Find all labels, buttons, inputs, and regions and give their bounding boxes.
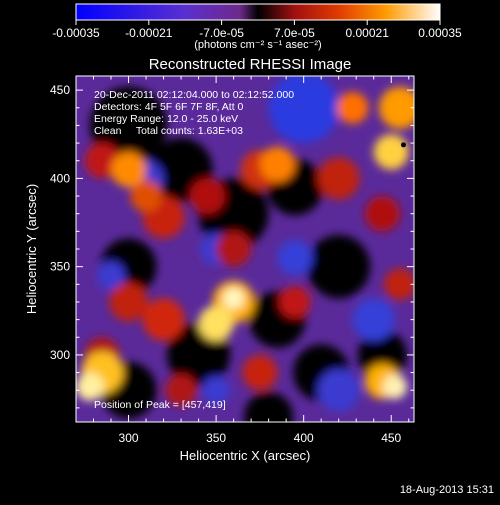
colorbar-tick-label: 0.00035: [418, 26, 462, 40]
axis-ticks: 300 350 400 450 300 350 400 450: [50, 76, 414, 445]
colorbar-tick-label: -0.00021: [125, 26, 173, 40]
colorbar-tick-label: 7.0e-05: [274, 26, 315, 40]
intensity-blob: [97, 261, 126, 290]
intensity-blob: [165, 374, 197, 407]
x-tick-label: 300: [119, 431, 139, 445]
intensity-blob: [373, 134, 409, 170]
peak-position-label: Position of Peak = [457,419]: [94, 399, 226, 411]
intensity-blob: [76, 372, 105, 401]
intensity-blob: [384, 268, 414, 301]
intensity-blob: [223, 287, 245, 310]
intensity-blob: [357, 330, 407, 380]
intensity-blob: [84, 143, 120, 179]
chart-title: Reconstructed RHESSI Image: [149, 56, 352, 73]
annotation-energy-range: Energy Range: 12.0 - 25.0 keV: [94, 113, 238, 125]
intensity-blob: [352, 298, 395, 341]
y-tick-label: 450: [50, 83, 70, 97]
intensity-blob: [111, 151, 147, 188]
y-tick-label: 400: [50, 171, 70, 185]
colorbar-tick-label: 0.00021: [346, 26, 390, 40]
annotation-time-range: 20-Dec-2011 02:12:04.000 to 02:12:52.000: [94, 89, 294, 101]
y-axis-label: Heliocentric Y (arcsec): [24, 184, 39, 314]
annotation-detectors: Detectors: 4F 5F 6F 7F 8F, Att 0: [94, 101, 244, 113]
intensity-blob: [279, 286, 311, 318]
intensity-blob: [198, 305, 234, 341]
intensity-blob: [317, 157, 360, 200]
intensity-blob: [336, 91, 369, 124]
intensity-blob: [242, 354, 278, 391]
intensity-blob: [317, 369, 360, 412]
intensity-blob: [109, 282, 148, 322]
colorbar-ticks: -0.00035 -0.00021 -7.0e-05 7.0e-05 0.00021 0.…: [52, 20, 462, 40]
intensity-blob: [378, 86, 414, 129]
colorbar-tick-label: -0.00035: [52, 26, 100, 40]
x-axis-label: Heliocentric X (arcsec): [180, 448, 311, 463]
intensity-blob: [382, 374, 407, 400]
intensity-blob: [268, 76, 339, 144]
intensity-blob: [364, 196, 400, 232]
colorbar-label: (photons cm⁻² s⁻¹ asec⁻²): [194, 39, 321, 51]
intensity-blob: [259, 146, 295, 182]
footer-date: 18-Aug-2013 15:31: [399, 484, 494, 496]
intensity-blob: [189, 178, 225, 214]
x-tick-label: 400: [294, 431, 314, 445]
intensity-blob: [216, 231, 252, 267]
colorbar: [75, 3, 441, 21]
intensity-blob: [244, 391, 294, 422]
image-field: [76, 76, 414, 422]
intensity-blob: [307, 234, 371, 299]
y-tick-label: 350: [50, 260, 70, 274]
intensity-blob: [277, 240, 313, 276]
intensity-blob: [142, 298, 185, 341]
y-tick-label: 300: [50, 348, 70, 362]
intensity-blobs: [76, 76, 414, 422]
peak-marker: [400, 142, 406, 148]
annotation-clean-counts: Clean Total counts: 1.63E+03: [94, 125, 243, 137]
intensity-blob: [130, 180, 162, 212]
colorbar-tick-label: -7.0e-05: [199, 26, 244, 40]
x-tick-label: 350: [206, 431, 226, 445]
x-tick-label: 450: [381, 431, 401, 445]
intensity-blob: [202, 376, 231, 405]
